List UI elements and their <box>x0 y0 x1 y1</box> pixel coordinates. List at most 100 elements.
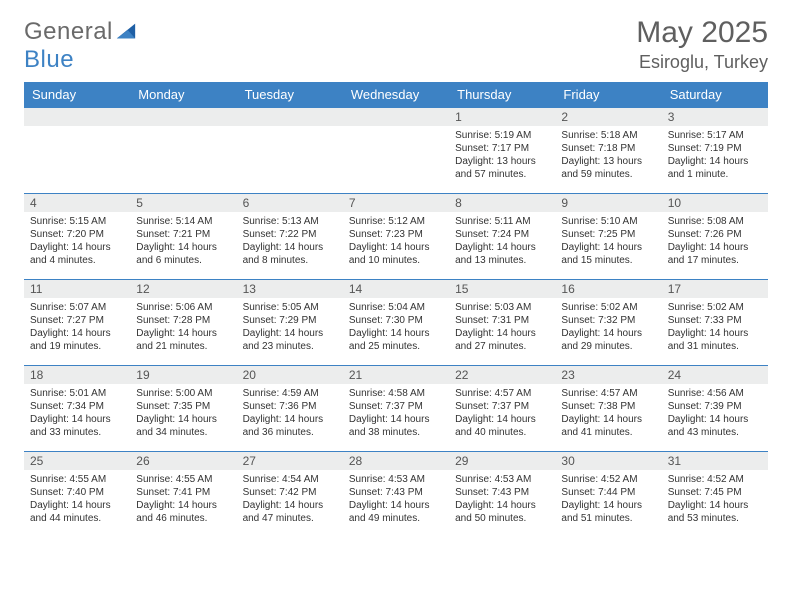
calendar-cell: 28Sunrise: 4:53 AMSunset: 7:43 PMDayligh… <box>343 452 449 538</box>
sunset-line: Sunset: 7:31 PM <box>455 314 549 327</box>
day-number: 19 <box>130 366 236 384</box>
day-number: 21 <box>343 366 449 384</box>
calendar-cell: 27Sunrise: 4:54 AMSunset: 7:42 PMDayligh… <box>237 452 343 538</box>
day-number: 12 <box>130 280 236 298</box>
sunrise-line: Sunrise: 5:01 AM <box>30 387 124 400</box>
day-number: 23 <box>555 366 661 384</box>
sunrise-line: Sunrise: 5:02 AM <box>668 301 762 314</box>
sunrise-line: Sunrise: 4:53 AM <box>349 473 443 486</box>
day-details: Sunrise: 4:53 AMSunset: 7:43 PMDaylight:… <box>455 473 549 525</box>
day-number: 5 <box>130 194 236 212</box>
sunrise-line: Sunrise: 5:19 AM <box>455 129 549 142</box>
day-details: Sunrise: 5:07 AMSunset: 7:27 PMDaylight:… <box>30 301 124 353</box>
day-number-blank <box>343 108 449 126</box>
sunrise-line: Sunrise: 4:53 AM <box>455 473 549 486</box>
daylight-line: Daylight: 14 hours and 44 minutes. <box>30 499 124 525</box>
sunset-line: Sunset: 7:25 PM <box>561 228 655 241</box>
sunrise-line: Sunrise: 5:18 AM <box>561 129 655 142</box>
sunset-line: Sunset: 7:30 PM <box>349 314 443 327</box>
sunset-line: Sunset: 7:37 PM <box>455 400 549 413</box>
sunrise-line: Sunrise: 5:17 AM <box>668 129 762 142</box>
day-number: 13 <box>237 280 343 298</box>
daylight-line: Daylight: 14 hours and 53 minutes. <box>668 499 762 525</box>
sunrise-line: Sunrise: 5:10 AM <box>561 215 655 228</box>
day-details: Sunrise: 5:10 AMSunset: 7:25 PMDaylight:… <box>561 215 655 267</box>
day-details: Sunrise: 5:04 AMSunset: 7:30 PMDaylight:… <box>349 301 443 353</box>
sunset-line: Sunset: 7:32 PM <box>561 314 655 327</box>
sunrise-line: Sunrise: 5:03 AM <box>455 301 549 314</box>
daylight-line: Daylight: 14 hours and 15 minutes. <box>561 241 655 267</box>
day-number: 27 <box>237 452 343 470</box>
day-details: Sunrise: 4:52 AMSunset: 7:44 PMDaylight:… <box>561 473 655 525</box>
sunrise-line: Sunrise: 5:08 AM <box>668 215 762 228</box>
daylight-line: Daylight: 14 hours and 29 minutes. <box>561 327 655 353</box>
sunset-line: Sunset: 7:18 PM <box>561 142 655 155</box>
sunset-line: Sunset: 7:42 PM <box>243 486 337 499</box>
daylight-line: Daylight: 14 hours and 6 minutes. <box>136 241 230 267</box>
day-details: Sunrise: 4:58 AMSunset: 7:37 PMDaylight:… <box>349 387 443 439</box>
calendar-cell: 1Sunrise: 5:19 AMSunset: 7:17 PMDaylight… <box>449 108 555 194</box>
calendar-cell: 5Sunrise: 5:14 AMSunset: 7:21 PMDaylight… <box>130 194 236 280</box>
day-number: 20 <box>237 366 343 384</box>
weekday-header: Monday <box>130 82 236 108</box>
day-details: Sunrise: 5:13 AMSunset: 7:22 PMDaylight:… <box>243 215 337 267</box>
day-number: 30 <box>555 452 661 470</box>
day-details: Sunrise: 5:12 AMSunset: 7:23 PMDaylight:… <box>349 215 443 267</box>
calendar-cell: 29 Sunrise: 4:53 AMSunset: 7:43 PMDayligh… <box>449 452 555 538</box>
weekday-header-row: SundayMondayTuesdayWednesdayThursdayFrid… <box>24 82 768 108</box>
day-number: 6 <box>237 194 343 212</box>
daylight-line: Daylight: 14 hours and 50 minutes. <box>455 499 549 525</box>
daylight-line: Daylight: 14 hours and 23 minutes. <box>243 327 337 353</box>
daylight-line: Daylight: 14 hours and 8 minutes. <box>243 241 337 267</box>
day-number: 22 <box>449 366 555 384</box>
daylight-line: Daylight: 14 hours and 31 minutes. <box>668 327 762 353</box>
day-details: Sunrise: 5:05 AMSunset: 7:29 PMDaylight:… <box>243 301 337 353</box>
daylight-line: Daylight: 14 hours and 10 minutes. <box>349 241 443 267</box>
daylight-line: Daylight: 14 hours and 36 minutes. <box>243 413 337 439</box>
sunset-line: Sunset: 7:38 PM <box>561 400 655 413</box>
calendar-cell: 6 Sunrise: 5:13 AMSunset: 7:22 PMDaylight… <box>237 194 343 280</box>
calendar-cell: 22 Sunrise: 4:57 AMSunset: 7:37 PMDayligh… <box>449 366 555 452</box>
day-number: 7 <box>343 194 449 212</box>
calendar-row: 25Sunrise: 4:55 AMSunset: 7:40 PMDayligh… <box>24 452 768 538</box>
calendar-cell: 23 Sunrise: 4:57 AMSunset: 7:38 PMDayligh… <box>555 366 661 452</box>
day-details: Sunrise: 5:00 AMSunset: 7:35 PMDaylight:… <box>136 387 230 439</box>
sunset-line: Sunset: 7:45 PM <box>668 486 762 499</box>
day-number: 25 <box>24 452 130 470</box>
day-number: 10 <box>662 194 768 212</box>
sunrise-line: Sunrise: 4:52 AM <box>668 473 762 486</box>
title-location: Esiroglu, Turkey <box>636 52 768 73</box>
calendar-cell <box>24 108 130 194</box>
daylight-line: Daylight: 14 hours and 27 minutes. <box>455 327 549 353</box>
calendar-cell: 15Sunrise: 5:03 AMSunset: 7:31 PMDayligh… <box>449 280 555 366</box>
day-number: 29 <box>449 452 555 470</box>
calendar-cell: 30 Sunrise: 4:52 AMSunset: 7:44 PMDayligh… <box>555 452 661 538</box>
calendar-cell: 9Sunrise: 5:10 AMSunset: 7:25 PMDaylight… <box>555 194 661 280</box>
weekday-header: Tuesday <box>237 82 343 108</box>
day-details: Sunrise: 5:03 AMSunset: 7:31 PMDaylight:… <box>455 301 549 353</box>
sunrise-line: Sunrise: 5:02 AM <box>561 301 655 314</box>
sunset-line: Sunset: 7:20 PM <box>30 228 124 241</box>
sunrise-line: Sunrise: 4:57 AM <box>561 387 655 400</box>
daylight-line: Daylight: 14 hours and 40 minutes. <box>455 413 549 439</box>
weekday-header: Wednesday <box>343 82 449 108</box>
daylight-line: Daylight: 13 hours and 57 minutes. <box>455 155 549 181</box>
day-details: Sunrise: 4:57 AMSunset: 7:37 PMDaylight:… <box>455 387 549 439</box>
sunset-line: Sunset: 7:34 PM <box>30 400 124 413</box>
calendar-row: 18Sunrise: 5:01 AMSunset: 7:34 PMDayligh… <box>24 366 768 452</box>
calendar-cell: 7 Sunrise: 5:12 AMSunset: 7:23 PMDaylight… <box>343 194 449 280</box>
page-header: General Blue May 2025 Esiroglu, Turkey <box>24 18 768 74</box>
day-number: 17 <box>662 280 768 298</box>
brand-part2: Blue <box>24 46 74 73</box>
calendar-cell: 11Sunrise: 5:07 AMSunset: 7:27 PMDayligh… <box>24 280 130 366</box>
calendar-body: 1Sunrise: 5:19 AMSunset: 7:17 PMDaylight… <box>24 108 768 538</box>
daylight-line: Daylight: 14 hours and 4 minutes. <box>30 241 124 267</box>
sunrise-line: Sunrise: 5:06 AM <box>136 301 230 314</box>
sunrise-line: Sunrise: 4:55 AM <box>136 473 230 486</box>
weekday-header: Friday <box>555 82 661 108</box>
day-details: Sunrise: 4:57 AMSunset: 7:38 PMDaylight:… <box>561 387 655 439</box>
sunset-line: Sunset: 7:41 PM <box>136 486 230 499</box>
calendar-cell: 21 Sunrise: 4:58 AMSunset: 7:37 PMDayligh… <box>343 366 449 452</box>
sunset-line: Sunset: 7:43 PM <box>349 486 443 499</box>
sunrise-line: Sunrise: 5:11 AM <box>455 215 549 228</box>
